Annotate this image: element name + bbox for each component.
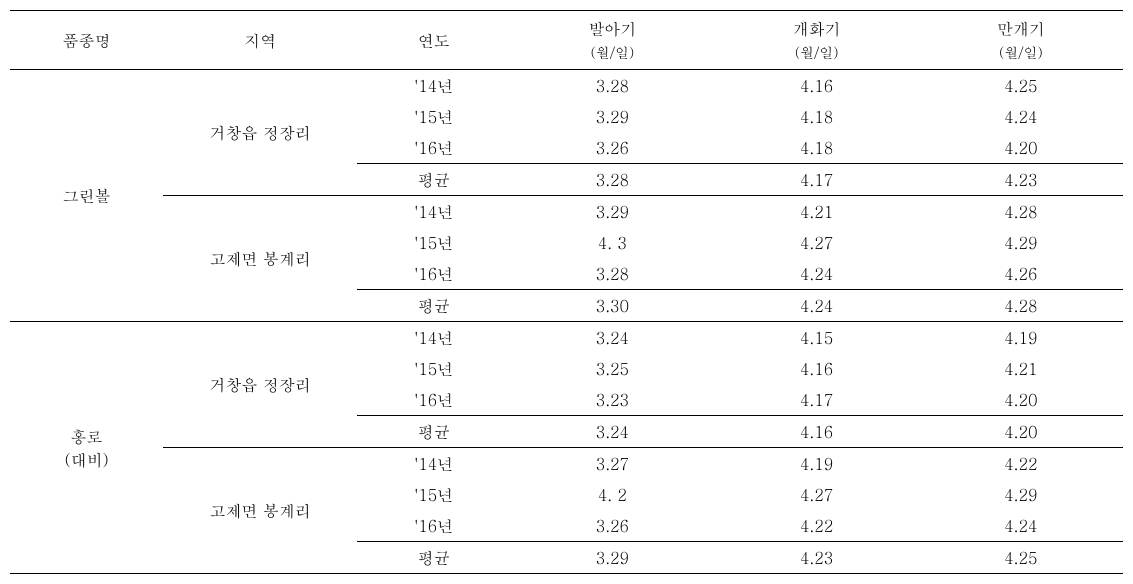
sprout-cell: 3.28 [510, 164, 714, 196]
year-cell: '14년 [357, 70, 510, 102]
header-flower-sub: (월/일) [795, 42, 839, 62]
flower-cell: 4.24 [715, 258, 919, 290]
header-flower: 개화기 (월/일) [715, 11, 919, 70]
sprout-cell: 4. 2 [510, 479, 714, 510]
bloom-cell: 4.28 [919, 196, 1123, 228]
year-cell: '14년 [357, 196, 510, 228]
bloom-cell: 4.19 [919, 322, 1123, 354]
header-variety: 품종명 [10, 11, 163, 70]
data-table: 품종명 지역 연도 발아기 (월/일) 개화기 (월/일) 만개기 (월/일) … [10, 10, 1123, 574]
header-row: 품종명 지역 연도 발아기 (월/일) 개화기 (월/일) 만개기 (월/일) [10, 11, 1123, 70]
bloom-cell: 4.26 [919, 258, 1123, 290]
year-cell: '14년 [357, 322, 510, 354]
flower-cell: 4.18 [715, 132, 919, 164]
bloom-cell: 4.28 [919, 290, 1123, 322]
bloom-cell: 4.24 [919, 510, 1123, 542]
flower-cell: 4.16 [715, 70, 919, 102]
flower-cell: 4.16 [715, 416, 919, 448]
table-row: 그린볼거창읍 정장리'14년3.284.164.25 [10, 70, 1123, 102]
header-sprout-sub: (월/일) [591, 42, 635, 62]
table-row: 홍로 (대비)거창읍 정장리'14년3.244.154.19 [10, 322, 1123, 354]
sprout-cell: 3.24 [510, 416, 714, 448]
year-cell: '16년 [357, 384, 510, 416]
year-cell: '15년 [357, 353, 510, 384]
bloom-cell: 4.23 [919, 164, 1123, 196]
year-cell: '15년 [357, 227, 510, 258]
header-flower-label: 개화기 [793, 17, 841, 40]
year-cell: '15년 [357, 101, 510, 132]
flower-cell: 4.17 [715, 164, 919, 196]
flower-cell: 4.21 [715, 196, 919, 228]
region-cell: 거창읍 정장리 [163, 70, 357, 196]
bloom-cell: 4.25 [919, 70, 1123, 102]
flower-cell: 4.23 [715, 542, 919, 574]
sprout-cell: 3.28 [510, 258, 714, 290]
year-cell: 평균 [357, 164, 510, 196]
flower-cell: 4.27 [715, 227, 919, 258]
year-cell: '15년 [357, 479, 510, 510]
header-sprout: 발아기 (월/일) [510, 11, 714, 70]
year-cell: '16년 [357, 258, 510, 290]
year-cell: 평균 [357, 542, 510, 574]
sprout-cell: 3.27 [510, 448, 714, 480]
year-cell: '16년 [357, 510, 510, 542]
header-bloom: 만개기 (월/일) [919, 11, 1123, 70]
table-row: 고제면 봉계리'14년3.274.194.22 [10, 448, 1123, 480]
header-year: 연도 [357, 11, 510, 70]
sprout-cell: 3.29 [510, 542, 714, 574]
bloom-cell: 4.24 [919, 101, 1123, 132]
sprout-cell: 3.29 [510, 101, 714, 132]
bloom-cell: 4.20 [919, 384, 1123, 416]
flower-cell: 4.22 [715, 510, 919, 542]
header-region: 지역 [163, 11, 357, 70]
sprout-cell: 3.26 [510, 132, 714, 164]
sprout-cell: 3.23 [510, 384, 714, 416]
sprout-cell: 3.25 [510, 353, 714, 384]
flower-cell: 4.18 [715, 101, 919, 132]
region-cell: 거창읍 정장리 [163, 322, 357, 448]
flower-cell: 4.27 [715, 479, 919, 510]
bloom-cell: 4.20 [919, 132, 1123, 164]
year-cell: '16년 [357, 132, 510, 164]
year-cell: 평균 [357, 416, 510, 448]
bloom-cell: 4.29 [919, 479, 1123, 510]
bloom-cell: 4.25 [919, 542, 1123, 574]
bloom-cell: 4.21 [919, 353, 1123, 384]
flower-cell: 4.16 [715, 353, 919, 384]
flower-cell: 4.24 [715, 290, 919, 322]
header-sprout-label: 발아기 [588, 17, 636, 40]
variety-cell: 그린볼 [10, 70, 163, 322]
bloom-cell: 4.22 [919, 448, 1123, 480]
region-cell: 고제면 봉계리 [163, 448, 357, 574]
sprout-cell: 3.30 [510, 290, 714, 322]
sprout-cell: 3.26 [510, 510, 714, 542]
bloom-cell: 4.29 [919, 227, 1123, 258]
year-cell: '14년 [357, 448, 510, 480]
bloom-cell: 4.20 [919, 416, 1123, 448]
header-bloom-label: 만개기 [997, 17, 1045, 40]
sprout-cell: 3.24 [510, 322, 714, 354]
flower-cell: 4.19 [715, 448, 919, 480]
year-cell: 평균 [357, 290, 510, 322]
sprout-cell: 3.28 [510, 70, 714, 102]
sprout-cell: 4. 3 [510, 227, 714, 258]
table-row: 고제면 봉계리'14년3.294.214.28 [10, 196, 1123, 228]
region-cell: 고제면 봉계리 [163, 196, 357, 322]
variety-cell: 홍로 (대비) [10, 322, 163, 574]
flower-cell: 4.17 [715, 384, 919, 416]
header-bloom-sub: (월/일) [999, 42, 1043, 62]
sprout-cell: 3.29 [510, 196, 714, 228]
table-body: 그린볼거창읍 정장리'14년3.284.164.25'15년3.294.184.… [10, 70, 1123, 574]
flower-cell: 4.15 [715, 322, 919, 354]
